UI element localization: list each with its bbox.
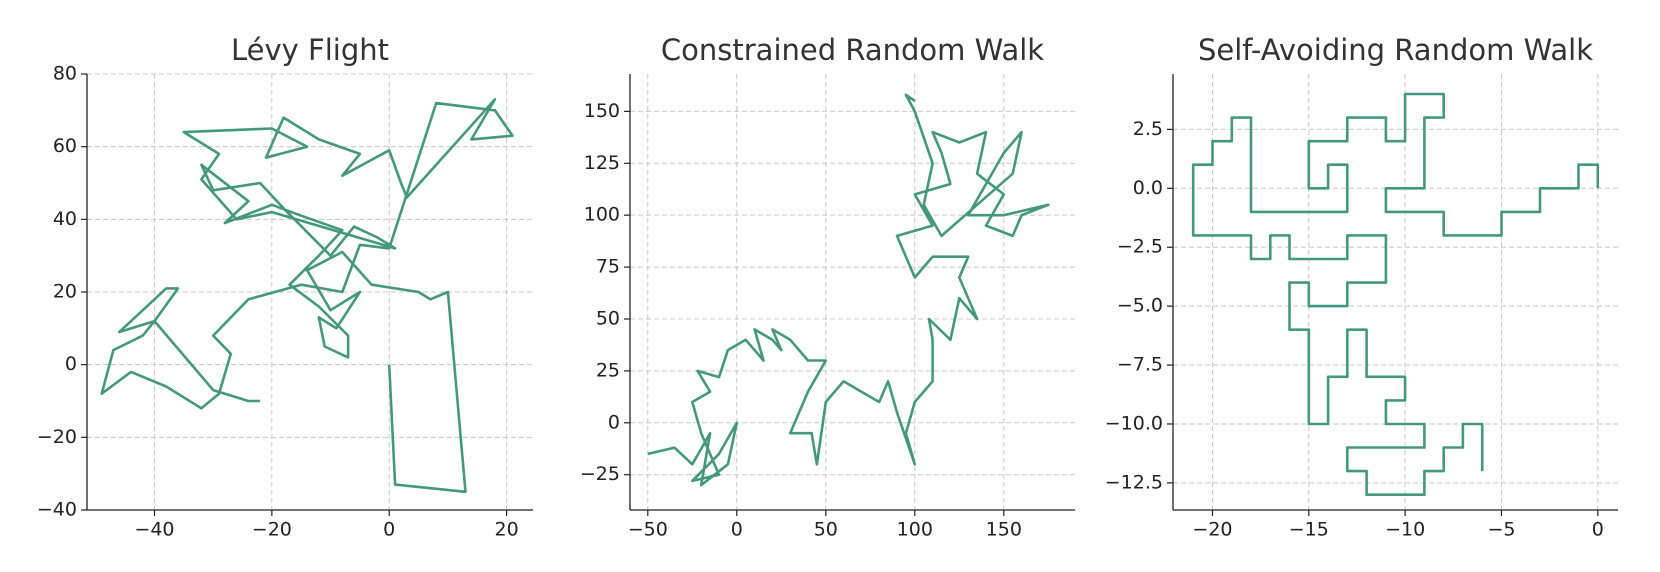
y-tick-label: 125 [584,152,620,174]
y-tick-label: 150 [584,100,620,122]
y-tick-label: 0 [65,353,77,375]
y-tick-label: 0.0 [1133,177,1163,199]
x-tick-label: −15 [1289,519,1329,541]
x-tick-label: 0 [731,519,743,541]
x-tick-label: 0 [1592,519,1604,541]
y-tick-label: −20 [37,426,77,448]
walk-line [1191,92,1600,496]
chart-title: Self-Avoiding Random Walk [1198,33,1593,67]
y-tick-label: −5.0 [1117,295,1163,317]
y-tick-label: 25 [596,359,620,381]
y-tick-label: 75 [596,256,620,278]
y-tick-label: −7.5 [1117,354,1163,376]
x-tick-label: 150 [986,519,1022,541]
x-tick-label: −20 [1192,519,1232,541]
x-tick-label: −50 [628,519,668,541]
x-tick-label: 100 [897,519,933,541]
y-tick-label: −2.5 [1117,236,1163,258]
y-tick-label: −10.0 [1105,412,1163,434]
y-tick-label: 0 [608,411,620,433]
x-tick-label: 20 [494,519,518,541]
walk-line [647,93,1050,487]
y-tick-label: −12.5 [1105,471,1163,493]
y-tick-label: 100 [584,204,620,226]
x-tick-label: 50 [814,519,838,541]
walk-line [100,98,514,494]
y-tick-label: 20 [53,281,77,303]
y-tick-label: 50 [596,307,620,329]
chart-title: Lévy Flight [231,33,389,67]
chart-title: Constrained Random Walk [661,33,1044,67]
y-tick-label: −25 [580,463,620,485]
y-tick-label: −40 [37,499,77,521]
y-tick-label: 2.5 [1133,118,1163,140]
x-tick-label: −20 [252,519,292,541]
x-tick-label: 0 [383,519,395,541]
x-tick-label: −5 [1487,519,1515,541]
y-tick-label: 40 [53,208,77,230]
x-tick-label: −10 [1385,519,1425,541]
y-tick-label: 60 [53,135,77,157]
x-tick-label: −40 [134,519,174,541]
y-tick-label: 80 [53,63,77,85]
